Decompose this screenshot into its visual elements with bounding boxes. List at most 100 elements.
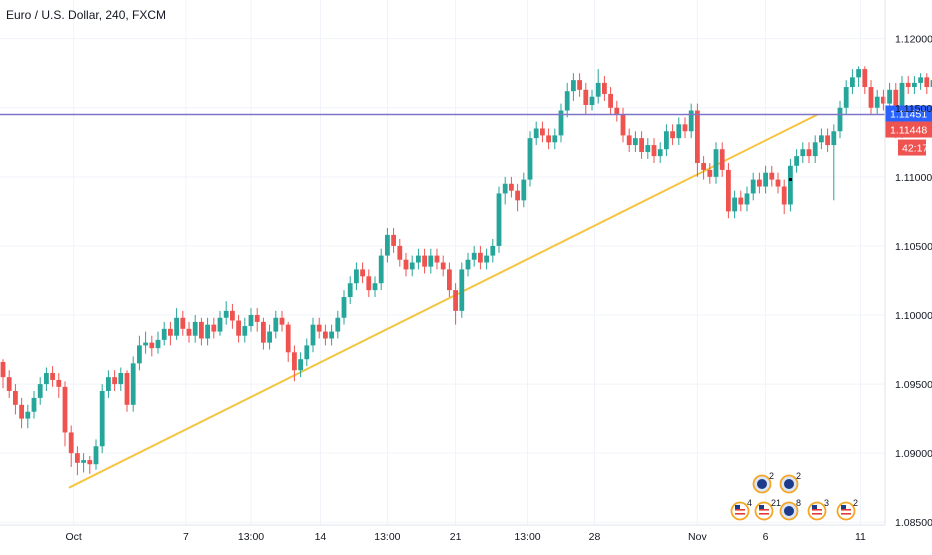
candle-body [56,379,62,387]
candle-body [397,245,403,260]
time-tick-label: 13:00 [238,531,264,543]
last-price-label: 1.11448 [890,125,927,137]
candle-body [701,163,706,170]
candle-body [465,259,471,270]
candle-body [589,96,595,105]
countdown-tag [898,139,926,156]
candle-body [391,234,396,246]
candle-body [285,324,291,353]
candle-body [726,169,731,212]
candle-body [769,172,775,180]
candle-body [366,276,372,291]
candle-body [403,259,409,270]
candle-body [738,197,744,205]
candle-body [37,384,43,398]
candle-body [657,149,663,157]
candle-body [837,107,843,132]
time-tick-label: 14 [315,531,327,543]
candle-body [75,453,80,463]
us-flag-stripe [841,513,851,515]
candle-body [6,377,12,391]
candle-body [502,183,508,194]
candle-body [124,373,130,405]
candle-body [509,183,514,191]
candle-body [416,255,421,263]
time-tick-label: 13:00 [374,531,400,543]
candle-body [651,145,657,157]
candle-body [478,252,483,263]
candle-body [44,373,49,385]
time-tick-label: Oct [66,531,82,543]
candle-body [763,172,768,187]
time-tick-label: 11 [855,531,866,543]
candle-body [155,339,161,349]
candle-body [174,317,179,336]
candle-body [775,179,781,187]
candle-body [887,89,892,104]
candle-body [273,317,279,332]
countdown-label: 42:17 [902,143,928,155]
event-count-label: 4 [747,498,752,508]
candle-body [515,190,520,201]
candle-body [81,460,86,463]
candle-body [645,145,651,152]
candle-body [732,197,737,212]
event-count-label: 21 [771,498,781,508]
candle-body [93,446,99,465]
candle-body [825,135,830,146]
price-tick-label: 1.10500 [895,241,932,253]
candle-body [50,373,55,380]
us-flag-stripe [759,513,769,515]
candle-body [608,93,613,108]
candle-body [806,149,812,157]
candle-body [564,91,570,111]
candle-body [372,283,378,291]
candle-body [459,269,465,311]
candle-body [279,317,285,325]
candle-body [161,328,167,340]
candle-body [707,169,713,177]
candle-body [347,283,353,298]
candle-body [428,255,434,267]
candle-body [434,255,440,263]
candle-body [130,363,136,405]
candle-body [453,290,458,311]
candle-body [267,331,272,343]
candle-body [329,331,334,339]
candle-body [168,328,173,336]
candle-body [868,87,874,108]
candle-body [850,77,855,88]
candle-body [354,269,359,284]
candle-body [112,377,117,385]
candle-body [230,310,235,321]
candle-body [688,110,694,132]
candle-body [31,397,37,412]
candle-body [409,262,415,270]
candle-body [143,342,148,346]
us-flag-stripe [812,513,822,515]
candle-body [422,255,427,267]
candle-body [335,317,341,332]
candle-body [521,179,527,201]
price-tick-label: 1.09000 [895,448,932,460]
us-flag-canton [759,505,764,509]
us-flag-stripe [735,509,745,511]
candle-body [440,262,446,270]
candle-body [800,149,806,157]
candle-body [205,324,210,339]
candle-body [781,186,787,205]
candle-body [750,179,756,194]
candle-body [62,386,68,433]
us-flag-canton [735,505,740,509]
candle-body [676,124,682,139]
candle-body [261,321,266,343]
candle-body [316,324,322,332]
candle-body [447,269,452,291]
candle-body [912,82,917,88]
candle-body [180,317,186,329]
candle-body [633,138,638,146]
candle-body [298,359,303,371]
candle-body [211,324,217,332]
event-count-label: 8 [796,498,801,508]
candle-body [490,245,496,256]
